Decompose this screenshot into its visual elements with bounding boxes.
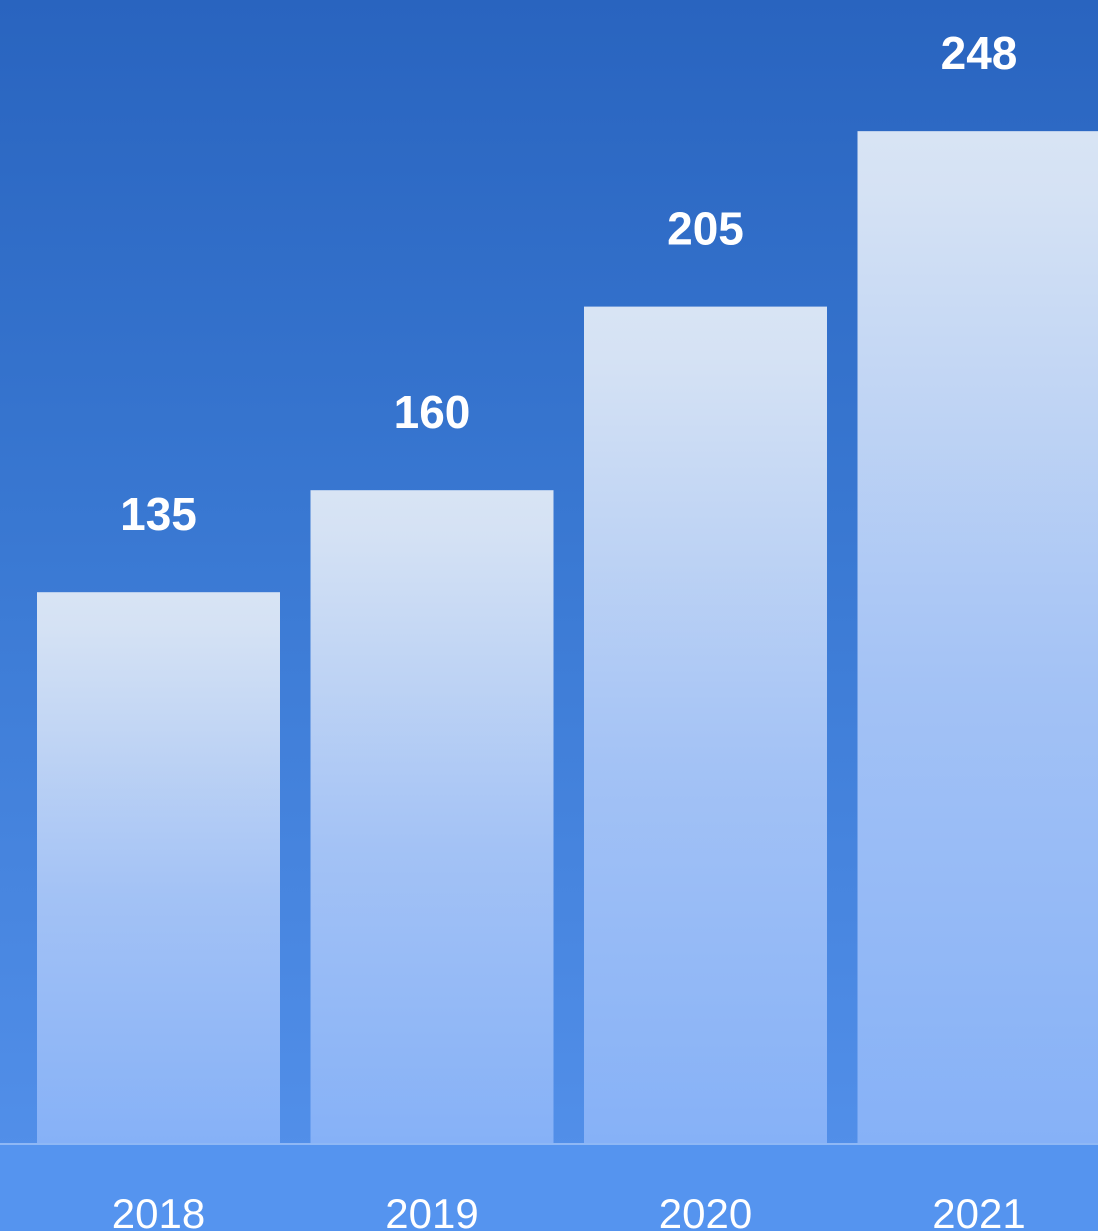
x-tick-labels-group: 2018 2019 2020 2021 (112, 1190, 1026, 1231)
x-axis-band (0, 1143, 1098, 1231)
bar-2020 (584, 306, 827, 1144)
value-label-2018: 135 (120, 488, 197, 540)
value-label-2021: 248 (941, 27, 1018, 79)
bar-2019 (310, 490, 554, 1143)
x-tick-label-2021: 2021 (932, 1190, 1025, 1231)
x-tick-label-2019: 2019 (385, 1190, 478, 1231)
bars-group (37, 131, 1098, 1144)
value-labels-group: 135 160 205 248 (120, 27, 1017, 540)
value-label-2019: 160 (394, 386, 471, 438)
x-tick-label-2020: 2020 (659, 1190, 752, 1231)
value-label-2020: 205 (667, 203, 744, 255)
bar-2021 (857, 131, 1098, 1143)
x-tick-label-2018: 2018 (112, 1190, 205, 1231)
bar-2018 (37, 592, 280, 1143)
